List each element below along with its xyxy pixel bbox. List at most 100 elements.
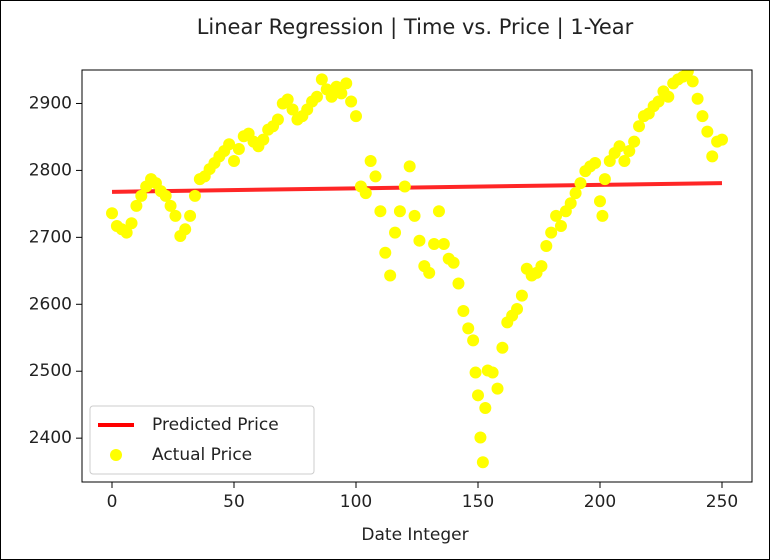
scatter-point: [589, 157, 602, 170]
scatter-point: [350, 110, 363, 123]
scatter-point: [164, 199, 177, 212]
scatter-point: [715, 133, 728, 146]
scatter-point: [223, 138, 236, 151]
scatter-point: [325, 90, 338, 103]
y-tick-label: 2900: [29, 93, 72, 113]
scatter-point: [281, 93, 294, 106]
y-tick-label: 2600: [29, 294, 72, 314]
scatter-point: [491, 382, 504, 395]
scatter-point: [457, 304, 470, 317]
scatter-point: [437, 238, 450, 251]
scatter-point: [598, 173, 611, 186]
legend-box: [89, 405, 315, 475]
plot-frame: [81, 69, 753, 483]
scatter-point: [340, 77, 353, 90]
scatter-point: [393, 205, 406, 218]
scatter-point: [474, 431, 487, 444]
scatter-point: [389, 226, 402, 239]
legend-label: Predicted Price: [152, 415, 279, 435]
scatter-point: [613, 140, 626, 153]
scatter-point: [184, 209, 197, 222]
chart-title: Linear Regression | Time vs. Price | 1-Y…: [197, 15, 634, 40]
scatter-point: [379, 246, 392, 259]
x-tick-label: 50: [223, 492, 245, 512]
scatter-point: [345, 95, 358, 108]
scatter-point: [159, 189, 172, 202]
scatter-point: [681, 70, 694, 78]
scatter-point: [623, 144, 636, 157]
scatter-point: [535, 260, 548, 273]
scatter-point: [686, 75, 699, 88]
legend-swatch: [110, 449, 122, 461]
x-tick-label: 200: [584, 492, 616, 512]
scatter-point: [486, 366, 499, 379]
scatter-point: [130, 199, 143, 212]
scatter-point: [286, 103, 299, 116]
scatter-point: [398, 180, 411, 193]
scatter-point: [633, 120, 646, 133]
scatter-point: [511, 302, 524, 315]
scatter-point: [479, 402, 492, 415]
scatter-point: [271, 113, 284, 126]
scatter-point: [593, 195, 606, 208]
scatter-point: [125, 217, 138, 230]
scatter-point: [310, 90, 323, 103]
scatter-point: [462, 322, 475, 335]
x-tick-label: 150: [462, 492, 494, 512]
scatter-point: [369, 170, 382, 183]
scatter-point: [315, 73, 328, 86]
x-tick-label: 100: [340, 492, 372, 512]
scatter-point: [432, 205, 445, 218]
scatter-point: [618, 155, 631, 168]
scatter-point: [569, 187, 582, 200]
scatter-point: [359, 187, 372, 200]
scatter-point: [596, 209, 609, 222]
x-tick-label: 0: [107, 492, 118, 512]
y-tick-label: 2400: [29, 428, 72, 448]
scatter-point: [374, 205, 387, 218]
scatter-point: [428, 238, 441, 251]
scatter-point: [447, 256, 460, 269]
scatter-point: [169, 209, 182, 222]
scatter-point: [691, 92, 704, 105]
plot-area: [106, 70, 728, 469]
scatter-point: [540, 240, 553, 253]
scatter-point: [228, 155, 241, 168]
scatter-point: [135, 189, 148, 202]
regression-line: [111, 181, 723, 194]
scatter-point: [550, 209, 563, 222]
y-tick-label: 2700: [29, 227, 72, 247]
scatter-point: [652, 95, 665, 108]
scatter-point: [662, 90, 675, 103]
scatter-point: [335, 87, 348, 100]
scatter-point: [696, 110, 709, 123]
scatter-point: [706, 150, 719, 163]
scatter-point: [574, 177, 587, 190]
y-tick-label: 2500: [29, 361, 72, 381]
scatter-point: [701, 125, 714, 138]
x-tick-label: 250: [706, 492, 738, 512]
x-axis-label: Date Integer: [361, 525, 468, 545]
scatter-point: [423, 266, 436, 279]
scatter-point: [106, 207, 119, 220]
scatter-point: [469, 366, 482, 379]
scatter-point: [364, 155, 377, 168]
y-tick-label: 2800: [29, 160, 72, 180]
scatter-point: [452, 277, 465, 290]
scatter-point: [413, 234, 426, 247]
scatter-point: [467, 334, 480, 347]
scatter-point: [476, 456, 489, 469]
scatter-point: [232, 142, 245, 155]
scatter-point: [120, 226, 133, 239]
scatter-point: [257, 133, 270, 146]
scatter-point: [496, 341, 509, 354]
legend-label: Actual Price: [152, 445, 252, 465]
scatter-point: [179, 223, 192, 236]
scatter-point: [545, 226, 558, 239]
scatter-point: [408, 209, 421, 222]
scatter-point: [471, 389, 484, 402]
scatter-point: [188, 189, 201, 202]
scatter-point: [554, 219, 567, 232]
